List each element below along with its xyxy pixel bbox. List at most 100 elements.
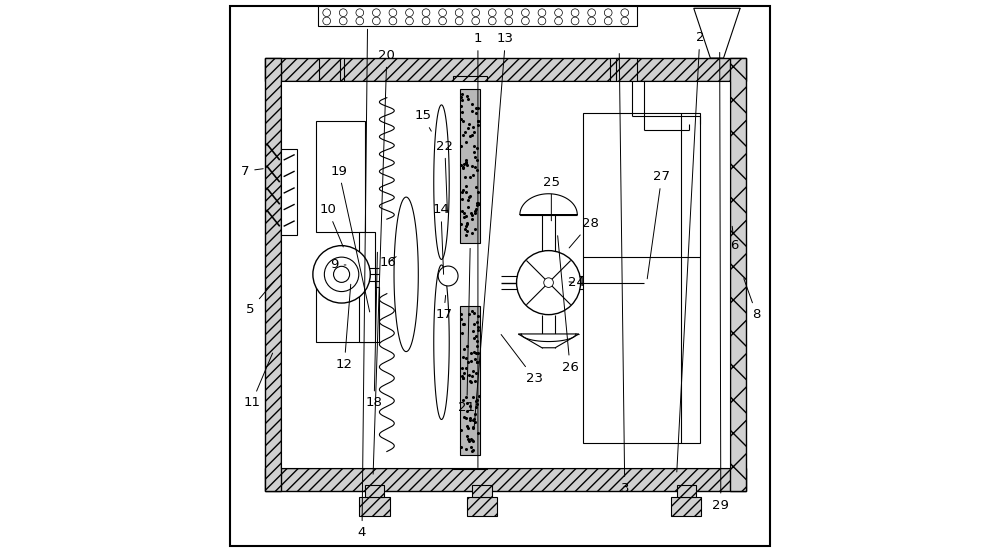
Text: 7: 7 <box>241 164 263 178</box>
Bar <box>453 455 487 469</box>
Bar <box>265 468 746 491</box>
Bar <box>453 76 487 89</box>
Bar <box>610 58 634 81</box>
Circle shape <box>555 17 562 25</box>
Bar <box>472 485 492 497</box>
Text: 5: 5 <box>246 281 275 316</box>
Polygon shape <box>317 270 345 299</box>
Bar <box>318 6 637 26</box>
Polygon shape <box>434 105 449 259</box>
Circle shape <box>472 9 480 17</box>
Circle shape <box>621 17 629 25</box>
Bar <box>671 497 701 516</box>
Bar <box>700 81 711 468</box>
Circle shape <box>488 9 496 17</box>
Circle shape <box>356 9 364 17</box>
Circle shape <box>389 9 397 17</box>
Polygon shape <box>394 197 418 352</box>
Circle shape <box>406 9 413 17</box>
Polygon shape <box>518 334 579 348</box>
Circle shape <box>339 9 347 17</box>
Polygon shape <box>338 270 366 299</box>
Circle shape <box>389 17 397 25</box>
Circle shape <box>324 257 359 291</box>
Text: 10: 10 <box>319 203 343 247</box>
Text: 23: 23 <box>501 335 543 385</box>
Bar <box>365 485 384 497</box>
Bar <box>281 149 297 235</box>
Circle shape <box>313 246 370 303</box>
Circle shape <box>422 17 430 25</box>
Text: 14: 14 <box>432 203 449 274</box>
Circle shape <box>588 9 595 17</box>
Bar <box>281 81 730 468</box>
Bar <box>631 81 647 97</box>
Text: 20: 20 <box>373 49 395 474</box>
Text: 1: 1 <box>474 32 482 468</box>
Bar <box>730 58 746 491</box>
Bar <box>460 306 480 455</box>
Text: 22: 22 <box>436 140 453 213</box>
Bar <box>616 58 637 81</box>
Bar <box>321 58 344 81</box>
Text: 16: 16 <box>380 256 397 269</box>
Bar <box>438 337 458 351</box>
Circle shape <box>323 17 331 25</box>
Text: 29: 29 <box>712 52 729 512</box>
Circle shape <box>406 17 413 25</box>
Bar <box>365 81 380 468</box>
Polygon shape <box>434 265 449 420</box>
Bar <box>319 58 340 81</box>
Circle shape <box>439 9 446 17</box>
Circle shape <box>372 9 380 17</box>
Bar <box>265 58 281 491</box>
Bar <box>359 497 390 516</box>
Polygon shape <box>338 250 366 278</box>
Bar <box>359 232 375 342</box>
Bar <box>372 452 402 465</box>
Text: 19: 19 <box>330 164 370 312</box>
Text: 15: 15 <box>414 109 431 131</box>
Polygon shape <box>694 8 740 58</box>
Bar <box>453 293 487 306</box>
Text: 9: 9 <box>330 258 346 272</box>
Circle shape <box>334 266 350 283</box>
Text: 26: 26 <box>558 236 579 374</box>
Bar <box>486 81 501 468</box>
Bar <box>372 84 402 98</box>
Circle shape <box>621 9 629 17</box>
Circle shape <box>372 17 380 25</box>
Text: 25: 25 <box>543 176 560 221</box>
Polygon shape <box>520 194 577 215</box>
Polygon shape <box>317 250 345 278</box>
Bar <box>438 291 458 305</box>
Text: 12: 12 <box>336 284 353 371</box>
Circle shape <box>505 17 513 25</box>
Text: 24: 24 <box>568 276 585 289</box>
Bar <box>372 219 402 233</box>
Text: 18: 18 <box>366 252 383 410</box>
Text: 27: 27 <box>647 170 670 279</box>
Text: 3: 3 <box>619 54 629 495</box>
Bar <box>467 497 497 516</box>
Circle shape <box>538 9 546 17</box>
Circle shape <box>555 9 562 17</box>
Bar <box>583 113 700 443</box>
Circle shape <box>571 9 579 17</box>
Circle shape <box>604 9 612 17</box>
Circle shape <box>604 17 612 25</box>
Circle shape <box>455 9 463 17</box>
Bar <box>372 280 402 294</box>
Text: 17: 17 <box>435 295 452 321</box>
Bar <box>281 81 311 468</box>
Text: 4: 4 <box>358 29 367 539</box>
Bar <box>316 287 379 342</box>
Circle shape <box>488 17 496 25</box>
Circle shape <box>422 9 430 17</box>
Bar <box>414 81 431 468</box>
Text: 2: 2 <box>677 31 704 472</box>
Bar <box>438 352 458 365</box>
Text: 21: 21 <box>458 248 475 414</box>
Circle shape <box>571 17 579 25</box>
Circle shape <box>505 9 513 17</box>
